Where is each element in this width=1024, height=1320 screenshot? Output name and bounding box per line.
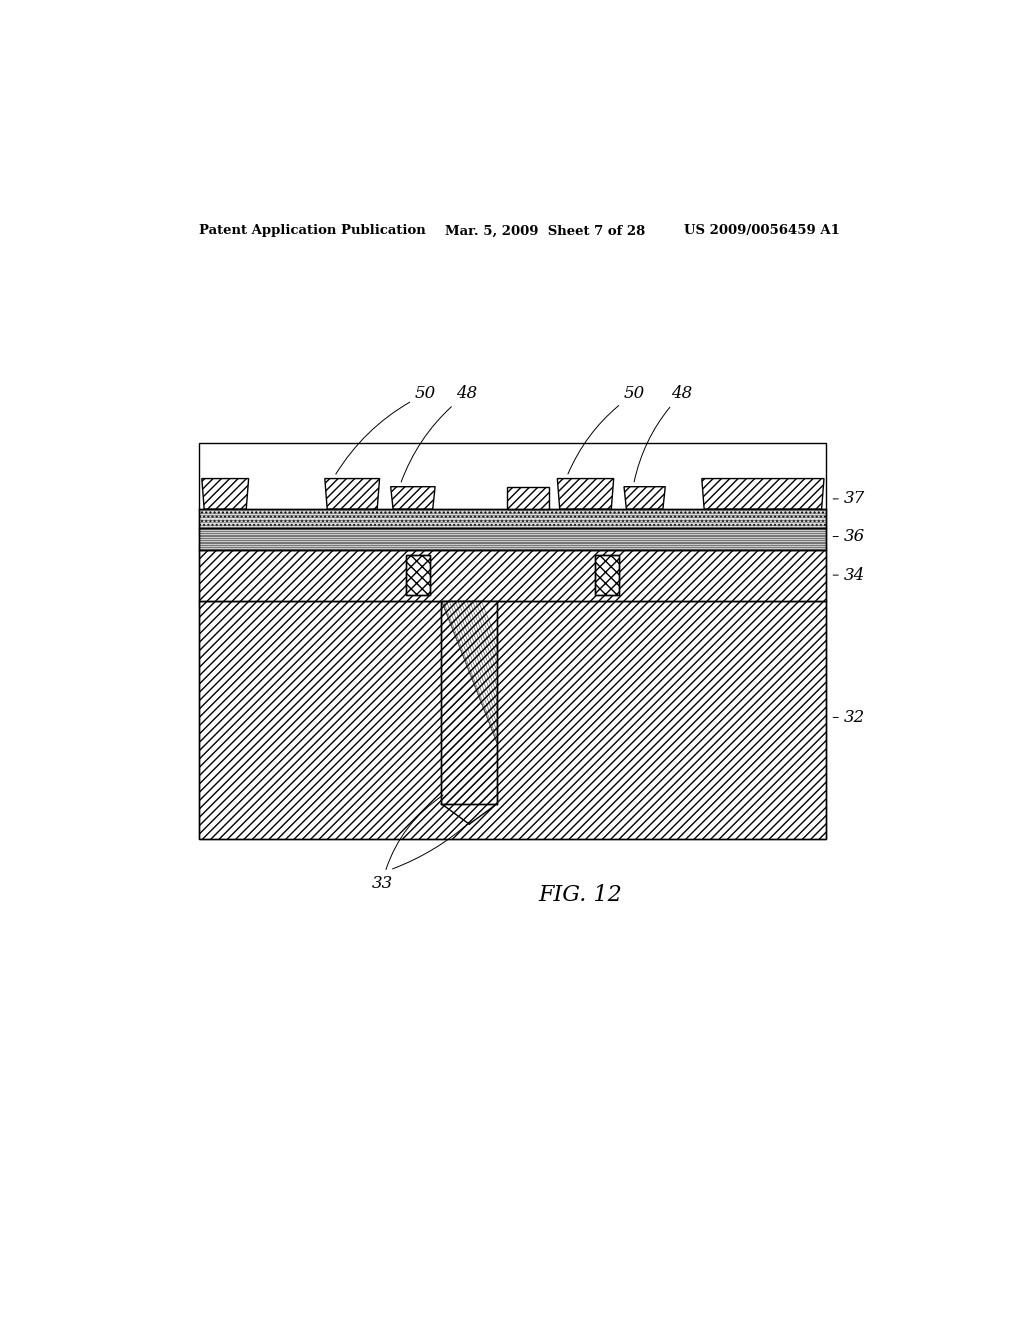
Bar xyxy=(200,444,826,840)
Text: 33: 33 xyxy=(372,795,443,892)
Text: 50: 50 xyxy=(568,385,645,474)
Polygon shape xyxy=(325,479,380,510)
Text: 32: 32 xyxy=(834,709,865,726)
Text: Mar. 5, 2009  Sheet 7 of 28: Mar. 5, 2009 Sheet 7 of 28 xyxy=(445,224,646,238)
Bar xyxy=(406,554,430,595)
Bar xyxy=(595,554,620,595)
Text: FIG. 12: FIG. 12 xyxy=(539,884,623,907)
Polygon shape xyxy=(202,479,249,510)
Polygon shape xyxy=(391,487,435,510)
Text: Patent Application Publication: Patent Application Publication xyxy=(200,224,426,238)
Bar xyxy=(441,601,497,804)
Text: 48: 48 xyxy=(634,385,692,482)
Text: US 2009/0056459 A1: US 2009/0056459 A1 xyxy=(684,224,840,238)
Bar xyxy=(441,601,497,804)
Text: 50: 50 xyxy=(336,385,436,474)
Bar xyxy=(595,554,620,595)
Text: 36: 36 xyxy=(834,528,865,545)
Text: 34: 34 xyxy=(834,566,865,583)
Bar xyxy=(200,528,826,549)
Polygon shape xyxy=(557,479,613,510)
Bar xyxy=(200,549,826,601)
Bar xyxy=(200,601,826,840)
Bar xyxy=(507,487,549,510)
Bar xyxy=(441,601,497,804)
Text: 48: 48 xyxy=(401,385,477,482)
Polygon shape xyxy=(701,479,824,510)
Bar xyxy=(406,554,430,595)
Text: 37: 37 xyxy=(834,491,865,507)
Polygon shape xyxy=(624,487,666,510)
Bar xyxy=(200,510,826,528)
